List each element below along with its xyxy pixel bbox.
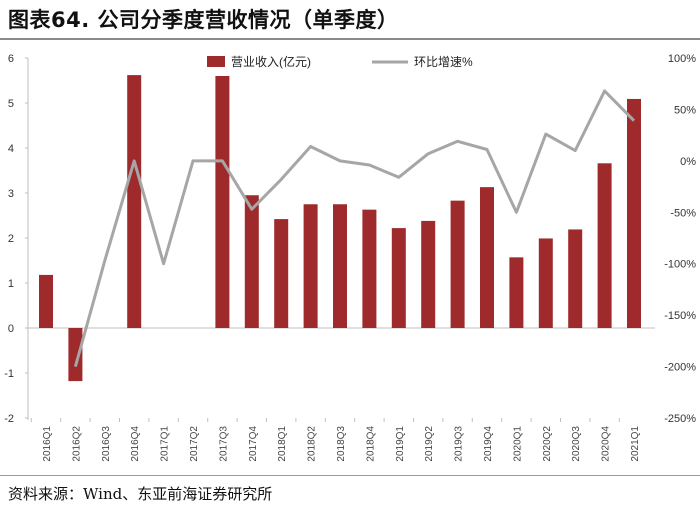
left-tick-label: 0 [8,323,14,335]
left-tick-label: -2 [4,413,14,425]
right-tick-label: 0% [680,156,696,168]
title-rule [0,38,700,40]
revenue-bar [274,219,289,328]
x-tick-label: 2016Q1 [42,426,53,462]
legend-revenue-label: 营业收入(亿元) [231,54,311,69]
x-tick-label: 2019Q2 [424,426,435,462]
x-tick-label: 2017Q3 [218,426,229,462]
revenue-bar [333,204,347,328]
x-tick-label: 2017Q4 [248,426,259,462]
revenue-bar [215,76,230,328]
line-layer [73,89,636,368]
revenue-bar [480,187,494,328]
right-tick-label: 50% [674,104,696,116]
x-tick-label: 2017Q2 [189,426,200,462]
right-tick-label: -50% [670,207,696,219]
right-tick-label: -250% [664,413,696,425]
revenue-bar [421,220,436,328]
legend: 营业收入(亿元) 环比增速% [207,54,473,69]
revenue-bar [509,257,524,328]
left-tick-label: 6 [8,53,14,65]
x-tick-label: 2018Q4 [365,426,376,462]
revenue-bar [597,163,612,328]
left-tick-label: 2 [8,233,14,245]
x-tick-label: 2019Q1 [395,426,406,462]
bars-layer [39,75,641,382]
figure-title: 图表64. 公司分季度营收情况（单季度） [8,8,399,32]
x-tick-label: 2020Q3 [571,426,582,462]
footer-rule [0,475,700,476]
revenue-bar [68,328,83,382]
right-tick-label: -200% [664,362,696,374]
revenue-bar [450,200,465,328]
left-tick-label: 1 [8,278,14,290]
x-tick-label: 2018Q2 [307,426,318,462]
source-note: 资料来源：Wind、东亚前海证券研究所 [8,485,273,503]
left-tick-label: 5 [8,98,14,110]
x-tick-label: 2018Q1 [277,426,288,462]
x-tick-label: 2020Q1 [512,426,523,462]
left-tick-label: 4 [8,143,14,155]
x-tick-label: 2016Q3 [101,426,112,462]
x-tick-label: 2018Q3 [336,426,347,462]
revenue-bar [538,238,553,328]
left-tick-label: 3 [8,188,14,200]
x-tick-label: 2021Q1 [630,426,641,462]
revenue-chart: -2 -1 0 1 2 3 4 5 6 -250% -200% -150% -100% -50% 0% 50%… [4,53,696,462]
right-tick-label: -150% [664,310,696,322]
revenue-bar [127,75,142,328]
left-tick-label: -1 [4,368,14,380]
revenue-bar [244,195,259,328]
ticks-layer: -2 -1 0 1 2 3 4 5 6 -250% -200% -150% -100% -50% 0% 50%… [4,53,696,462]
legend-revenue-swatch [207,56,225,67]
right-tick-label: -100% [664,259,696,271]
growth-line [73,89,636,368]
revenue-bar [627,98,641,328]
x-tick-label: 2019Q4 [483,426,494,462]
revenue-bar [568,229,583,328]
revenue-bar [303,204,318,328]
revenue-bar [391,228,406,328]
x-tick-label: 2020Q2 [542,426,553,462]
legend-growth-label: 环比增速% [414,55,473,69]
x-tick-label: 2016Q2 [71,426,82,462]
x-tick-label: 2019Q3 [454,426,465,462]
revenue-bar [39,274,53,328]
x-tick-label: 2016Q4 [130,426,141,462]
x-tick-label: 2020Q4 [601,426,612,462]
revenue-bar [362,209,377,328]
x-tick-label: 2017Q1 [160,426,171,462]
right-tick-label: 100% [668,53,696,65]
